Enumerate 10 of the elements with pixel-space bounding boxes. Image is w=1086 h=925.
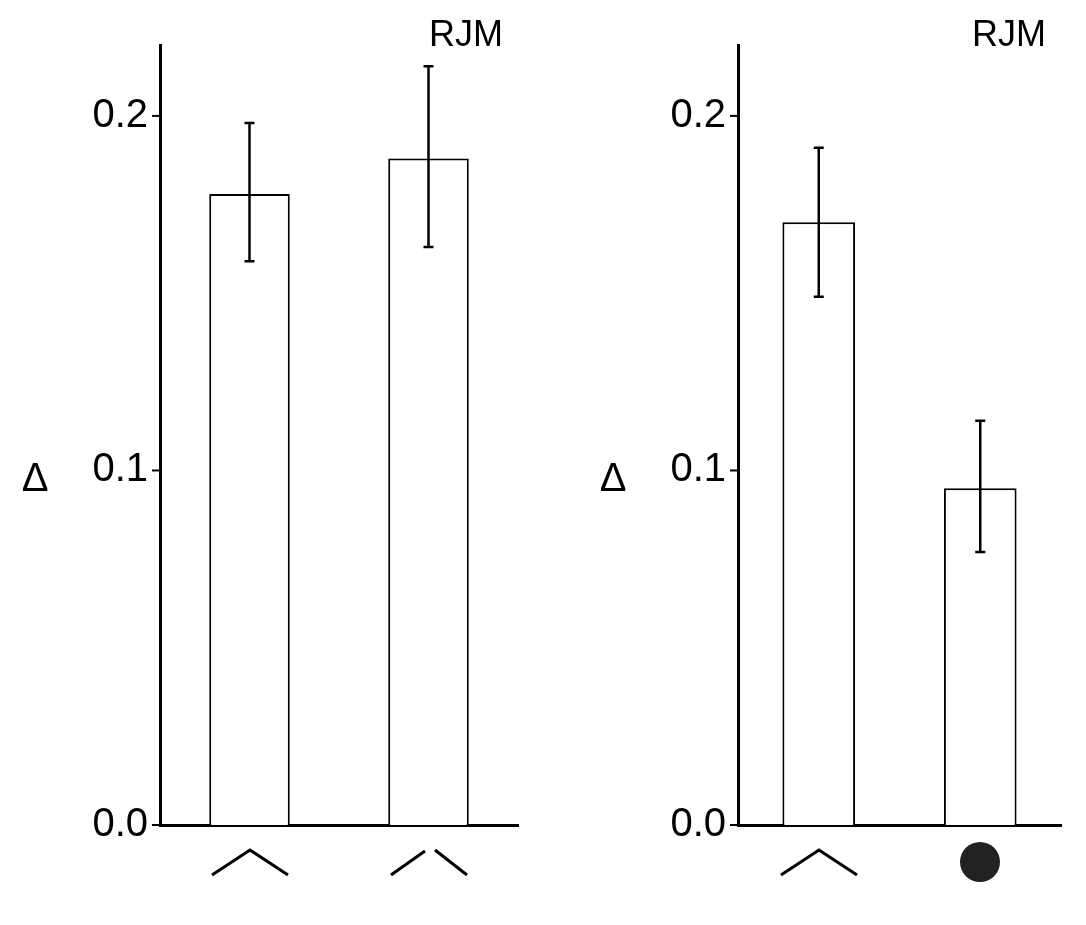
annotation: RJM [429, 12, 503, 54]
y-tick-label: 0.0 [670, 800, 726, 845]
y-tick-label: 0.0 [92, 800, 148, 845]
y-tick-label: 0.2 [670, 90, 726, 135]
y-axis-title: Δ [21, 455, 49, 500]
annotation: RJM [972, 12, 1046, 54]
y-axis-title: Δ [599, 455, 627, 500]
y-tick-label: 0.1 [92, 445, 148, 490]
y-tick-label: 0.2 [92, 90, 148, 135]
y-tick-label: 0.1 [670, 445, 726, 490]
